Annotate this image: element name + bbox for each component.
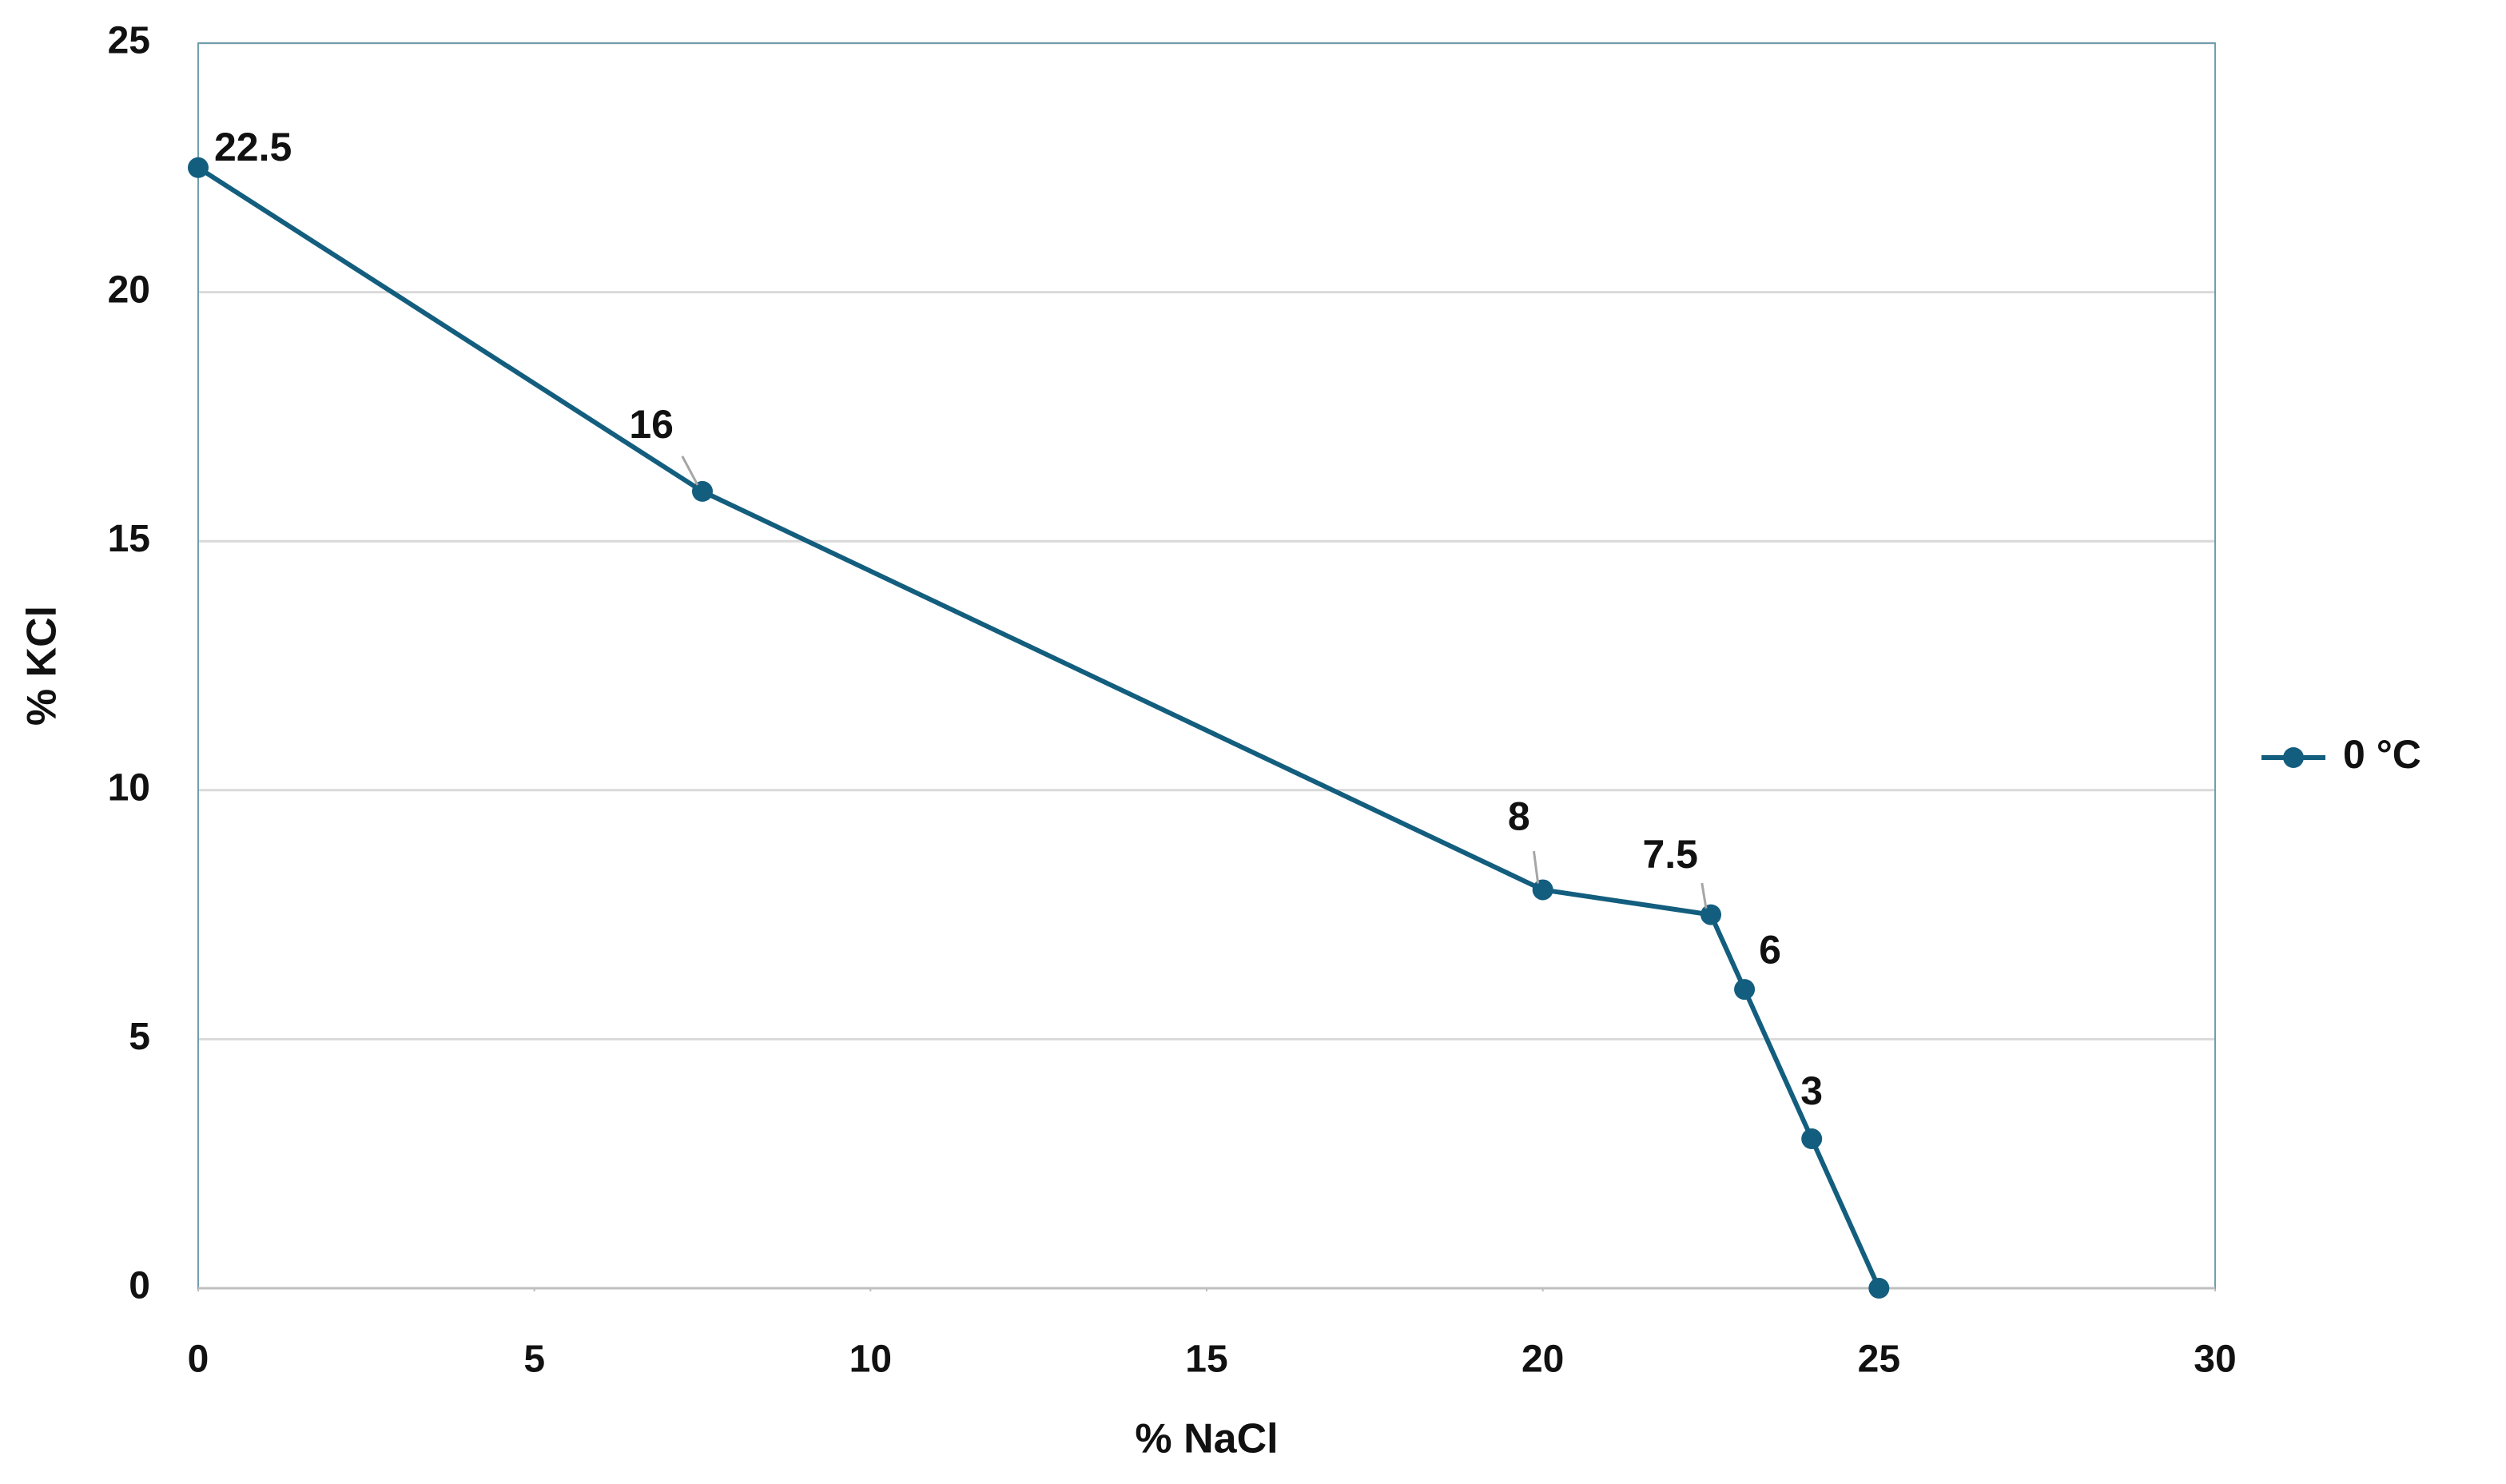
x-tick-label: 10 [849,1339,892,1381]
data-point [1532,879,1553,901]
data-label: 3 [1800,1068,1823,1113]
data-label: 22.5 [214,125,292,169]
data-label: 7.5 [1642,832,1698,877]
y-tick-label: 25 [108,20,150,62]
legend-label: 0 °C [2343,732,2421,777]
y-tick-label: 5 [129,1016,150,1058]
x-tick-label: 5 [523,1339,545,1381]
y-tick-label: 0 [129,1265,150,1307]
x-tick-label: 20 [1522,1339,1564,1381]
data-label: 16 [629,402,674,447]
data-line [197,165,1882,1290]
data-point [1700,904,1721,925]
plot-border [197,42,2216,1289]
data-point [1734,979,1756,1001]
label-leader [681,456,699,486]
x-tick-label: 15 [1185,1339,1227,1381]
label-leader [1700,882,1708,909]
legend-marker [2283,747,2304,768]
y-axis-title: % KCl [19,606,66,726]
label-leader [1532,850,1540,884]
data-point [692,480,713,502]
data-point [188,157,209,178]
y-tick-label: 15 [108,518,150,560]
x-tick-label: 0 [188,1339,209,1381]
x-axis-title: % NaCl [1135,1416,1278,1462]
data-label: 6 [1759,927,1781,972]
y-tick-label: 20 [108,269,150,311]
y-tick-label: 10 [108,766,150,809]
data-point [1801,1128,1823,1150]
x-tick-label: 25 [1858,1339,1900,1381]
data-point [1868,1278,1890,1299]
x-tick-label: 30 [2194,1339,2236,1381]
data-label: 8 [1508,794,1530,839]
